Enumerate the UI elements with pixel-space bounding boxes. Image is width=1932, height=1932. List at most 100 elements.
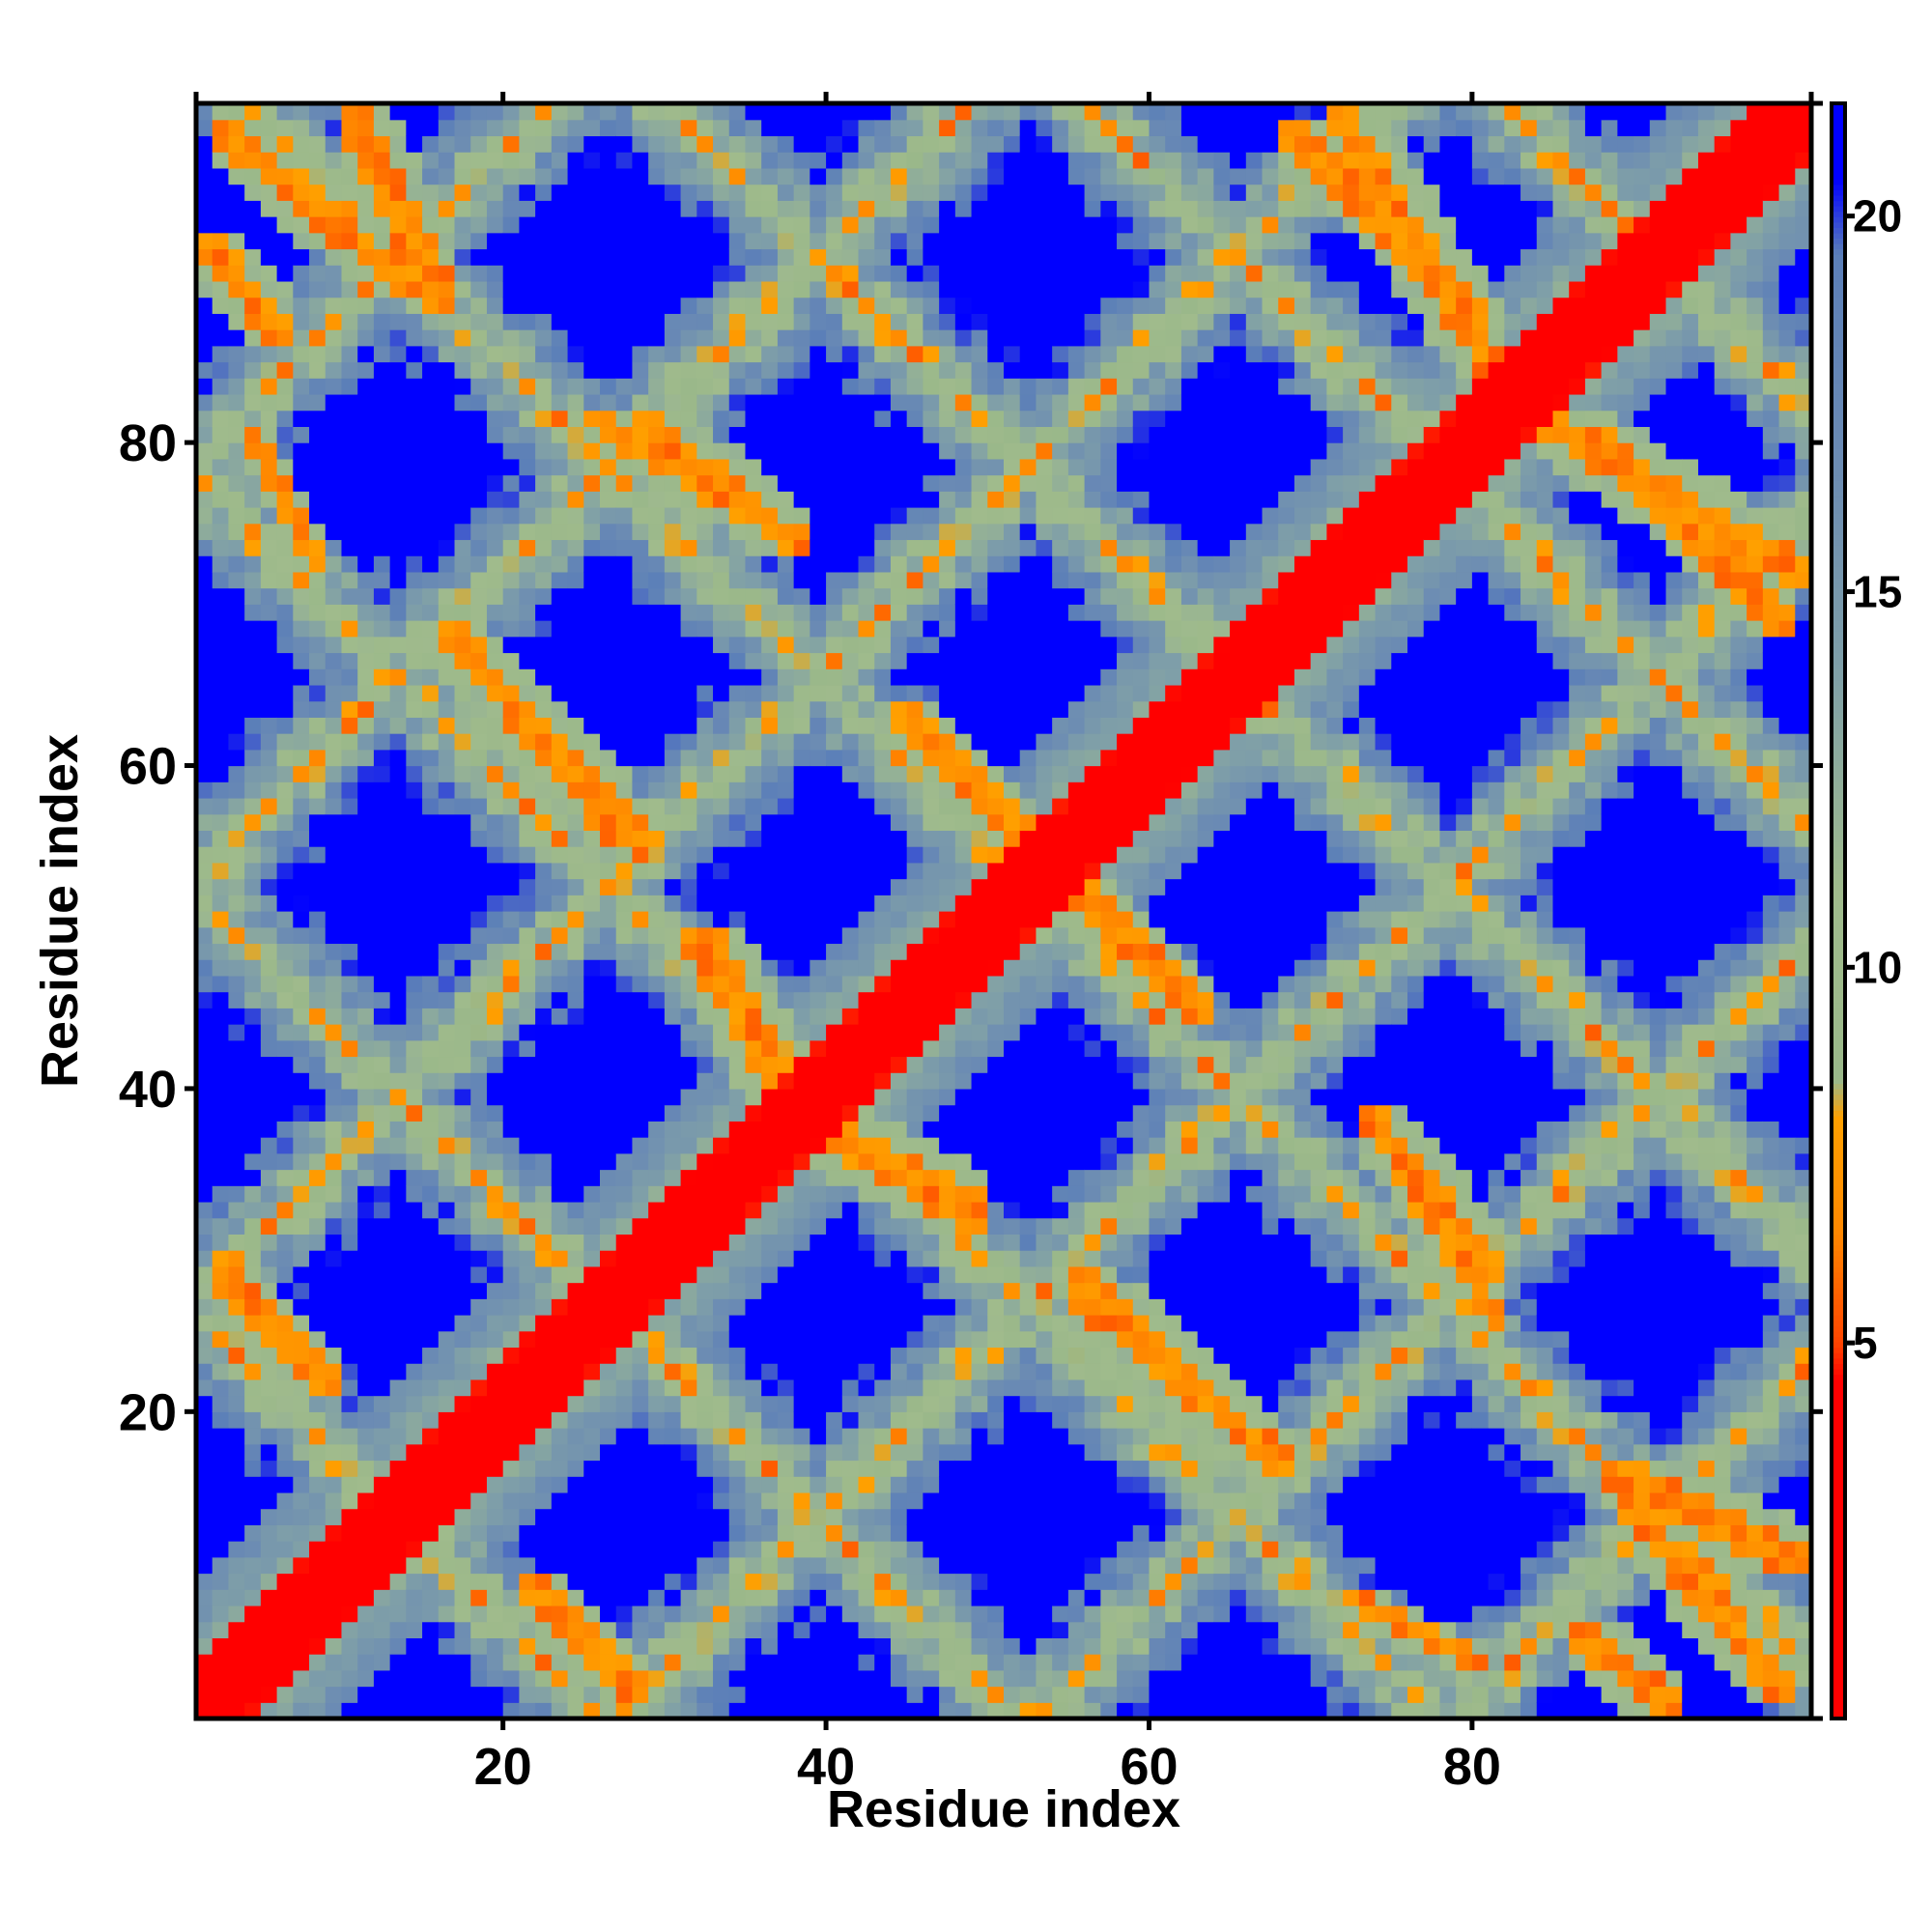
heatmap-cell xyxy=(728,1411,747,1429)
heatmap-cell xyxy=(357,1378,375,1397)
heatmap-cell xyxy=(260,1686,278,1703)
heatmap-cell xyxy=(389,265,407,282)
heatmap-cell xyxy=(309,975,327,993)
heatmap-cell xyxy=(696,1330,714,1349)
heatmap-cell xyxy=(454,555,471,573)
heatmap-cell xyxy=(874,1556,892,1575)
heatmap-cell xyxy=(728,1104,747,1122)
heatmap-cell xyxy=(939,684,956,702)
heatmap-cell xyxy=(454,410,471,427)
heatmap-cell xyxy=(987,1556,1005,1575)
heatmap-cell xyxy=(325,1605,343,1623)
heatmap-cell xyxy=(841,507,860,525)
heatmap-cell xyxy=(228,604,245,621)
heatmap-cell xyxy=(406,975,423,993)
heatmap-cell xyxy=(874,911,892,928)
heatmap-cell xyxy=(600,943,617,960)
heatmap-cell xyxy=(341,345,358,363)
heatmap-cell xyxy=(567,1104,584,1122)
heatmap-cell xyxy=(890,668,908,686)
heatmap-cell xyxy=(567,1024,584,1041)
heatmap-cell xyxy=(954,539,973,556)
heatmap-cell xyxy=(696,1315,714,1332)
heatmap-cell xyxy=(777,652,795,669)
heatmap-cell xyxy=(858,1637,875,1655)
heatmap-cell xyxy=(389,1556,407,1575)
heatmap-cell xyxy=(535,1234,553,1251)
heatmap-cell xyxy=(535,152,553,169)
heatmap-cell xyxy=(906,959,923,977)
heatmap-cell xyxy=(325,1217,343,1235)
heatmap-cell xyxy=(890,1605,908,1623)
heatmap-cell xyxy=(874,1201,892,1219)
heatmap-cell xyxy=(212,991,230,1009)
heatmap-cell xyxy=(713,1621,730,1638)
heatmap-cell xyxy=(939,1330,956,1349)
heatmap-cell xyxy=(212,280,230,298)
heatmap-cell xyxy=(745,620,762,638)
heatmap-cell xyxy=(293,184,310,201)
heatmap-cell xyxy=(422,410,440,427)
heatmap-cell xyxy=(648,991,666,1009)
heatmap-cell xyxy=(826,717,843,734)
heatmap-cell xyxy=(486,167,504,185)
heatmap-cell xyxy=(664,1621,682,1638)
heatmap-cell xyxy=(890,507,908,525)
heatmap-cell xyxy=(874,587,892,605)
heatmap-cell xyxy=(551,1330,569,1349)
heatmap-cell xyxy=(810,1556,827,1575)
heatmap-cell xyxy=(276,523,294,541)
heatmap-cell xyxy=(567,135,584,153)
heatmap-cell xyxy=(309,911,327,928)
heatmap-cell xyxy=(212,1250,230,1267)
heatmap-cell xyxy=(648,280,666,298)
heatmap-cell xyxy=(583,555,601,573)
heatmap-cell xyxy=(276,991,294,1009)
heatmap-cell xyxy=(826,1556,843,1575)
heatmap-cell xyxy=(276,491,294,508)
heatmap-cell xyxy=(276,684,294,702)
heatmap-cell xyxy=(244,684,262,702)
heatmap-cell xyxy=(422,1169,440,1186)
heatmap-cell xyxy=(389,329,407,347)
heatmap-cell xyxy=(680,1702,697,1719)
heatmap-cell xyxy=(971,733,988,751)
heatmap-cell xyxy=(422,1492,440,1510)
heatmap-cell xyxy=(357,1185,375,1203)
heatmap-cell xyxy=(260,1152,278,1171)
heatmap-cell xyxy=(906,539,923,556)
heatmap-cell xyxy=(535,1460,553,1477)
heatmap-cell xyxy=(438,765,456,782)
heatmap-cell xyxy=(551,1702,569,1719)
heatmap-cell xyxy=(293,975,310,993)
heatmap-cell xyxy=(228,749,245,767)
heatmap-cell xyxy=(519,1298,536,1316)
heatmap-cell xyxy=(858,313,875,330)
heatmap-cell xyxy=(228,1056,245,1073)
heatmap-cell xyxy=(777,830,795,847)
heatmap-cell xyxy=(535,1250,553,1267)
heatmap-cell xyxy=(906,523,923,541)
heatmap-cell xyxy=(486,781,504,799)
heatmap-cell xyxy=(244,1476,262,1493)
heatmap-cell xyxy=(923,733,940,751)
heatmap-cell xyxy=(841,1298,860,1316)
heatmap-cell xyxy=(212,345,230,363)
heatmap-cell xyxy=(502,862,520,880)
heatmap-cell xyxy=(454,717,471,734)
heatmap-cell xyxy=(745,1605,762,1623)
heatmap-cell xyxy=(212,507,230,525)
heatmap-cell xyxy=(341,361,358,379)
heatmap-cell xyxy=(728,232,747,250)
heatmap-cell xyxy=(648,248,666,266)
heatmap-cell xyxy=(486,1315,504,1332)
heatmap-cell xyxy=(519,1185,536,1203)
heatmap-cell xyxy=(325,378,343,395)
heatmap-cell xyxy=(244,1169,262,1186)
heatmap-cell xyxy=(470,1654,488,1671)
heatmap-cell xyxy=(890,184,908,201)
heatmap-cell xyxy=(583,1072,601,1090)
heatmap-cell xyxy=(777,507,795,525)
heatmap-cell xyxy=(987,167,1005,185)
heatmap-cell xyxy=(470,700,488,718)
